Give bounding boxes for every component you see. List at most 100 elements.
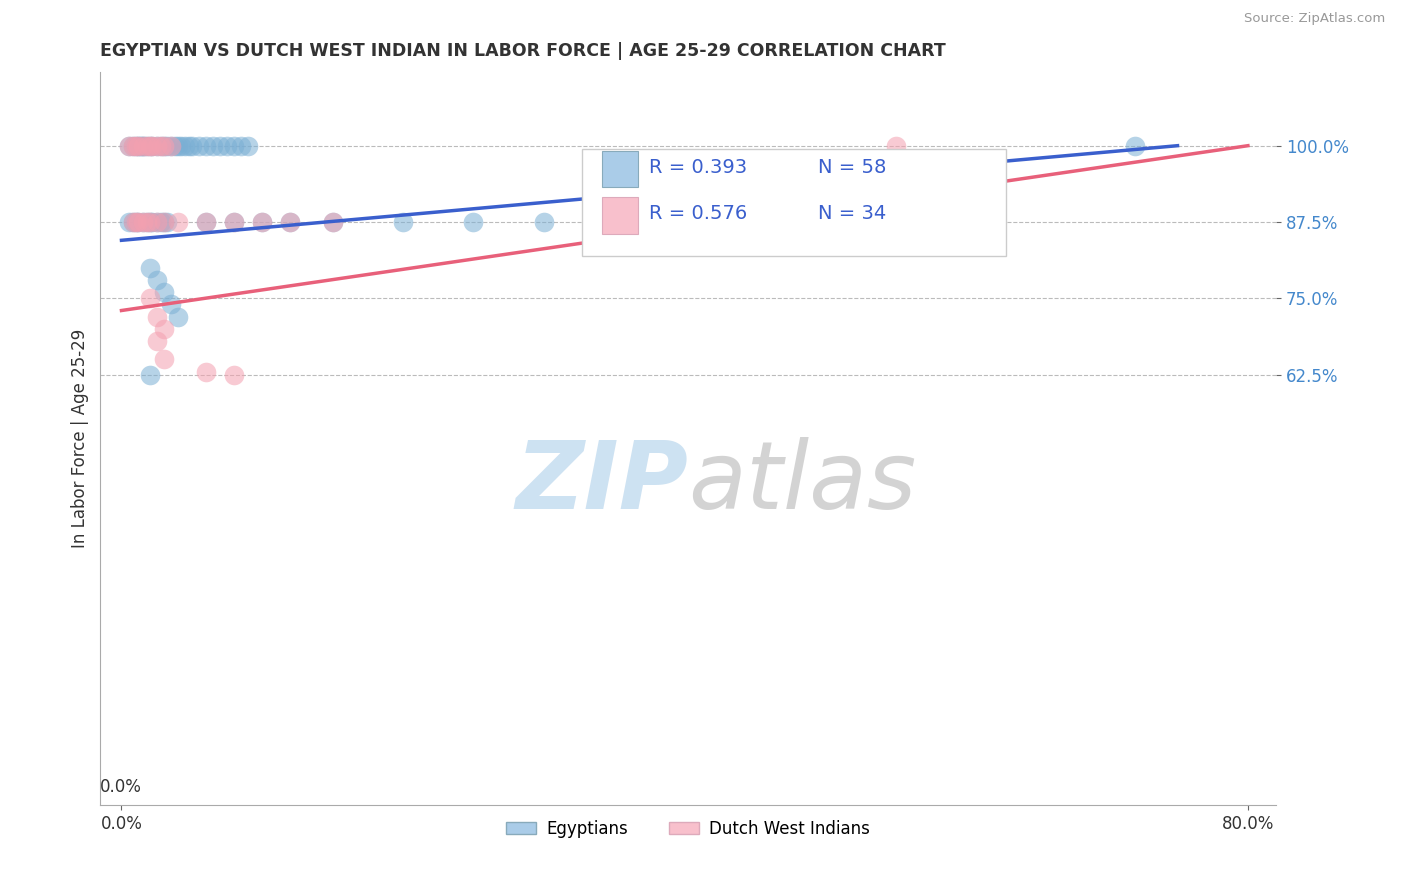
Point — [121, 138, 143, 153]
Point — [224, 215, 246, 229]
Point — [131, 215, 153, 229]
Point — [138, 291, 160, 305]
Point — [145, 273, 167, 287]
Point — [145, 215, 167, 229]
Point — [145, 310, 167, 324]
Point — [280, 215, 302, 229]
Point — [152, 322, 174, 336]
Point — [121, 215, 143, 229]
Point — [187, 138, 209, 153]
Point — [252, 215, 274, 229]
FancyBboxPatch shape — [602, 197, 638, 234]
Point — [163, 138, 186, 153]
Point — [138, 368, 160, 382]
Text: R = 0.576: R = 0.576 — [650, 204, 748, 223]
Point — [141, 138, 163, 153]
FancyBboxPatch shape — [582, 149, 1005, 256]
Point — [155, 138, 177, 153]
Point — [149, 215, 172, 229]
Point — [127, 138, 149, 153]
Point — [128, 138, 150, 153]
Text: N = 34: N = 34 — [817, 204, 886, 223]
Point — [149, 138, 172, 153]
Point — [138, 215, 160, 229]
FancyBboxPatch shape — [602, 151, 638, 187]
Point — [152, 138, 174, 153]
Point — [177, 138, 200, 153]
Point — [132, 138, 155, 153]
Point — [180, 138, 202, 153]
Point — [124, 215, 146, 229]
Point — [127, 215, 149, 229]
Point — [131, 138, 153, 153]
Point — [224, 138, 246, 153]
Point — [217, 138, 239, 153]
Point — [208, 138, 231, 153]
Point — [392, 215, 415, 229]
Point — [603, 215, 626, 229]
Y-axis label: In Labor Force | Age 25-29: In Labor Force | Age 25-29 — [72, 329, 89, 549]
Point — [252, 215, 274, 229]
Point — [152, 215, 174, 229]
Text: Source: ZipAtlas.com: Source: ZipAtlas.com — [1244, 12, 1385, 25]
Point — [224, 368, 246, 382]
Point — [145, 138, 167, 153]
Point — [463, 215, 485, 229]
Text: N = 58: N = 58 — [817, 158, 886, 178]
Point — [135, 138, 157, 153]
Text: R = 0.393: R = 0.393 — [650, 158, 748, 178]
Point — [138, 138, 160, 153]
Point — [166, 310, 188, 324]
Point — [322, 215, 344, 229]
Point — [166, 138, 188, 153]
Point — [131, 215, 153, 229]
Point — [1123, 138, 1146, 153]
Point — [131, 138, 153, 153]
Text: 0.0%: 0.0% — [100, 778, 142, 796]
Point — [138, 138, 160, 153]
Point — [124, 138, 146, 153]
Point — [117, 138, 139, 153]
Point — [280, 215, 302, 229]
Point — [159, 138, 181, 153]
Text: ZIP: ZIP — [516, 437, 688, 529]
Text: atlas: atlas — [688, 437, 917, 528]
Point — [884, 138, 907, 153]
Point — [135, 138, 157, 153]
Point — [194, 215, 217, 229]
Point — [155, 215, 177, 229]
Point — [124, 215, 146, 229]
Point — [138, 215, 160, 229]
Point — [138, 260, 160, 275]
Point — [129, 138, 152, 153]
Point — [145, 138, 167, 153]
Point — [194, 138, 217, 153]
Point — [194, 215, 217, 229]
Point — [141, 138, 163, 153]
Point — [121, 215, 143, 229]
Point — [224, 215, 246, 229]
Point — [145, 215, 167, 229]
Point — [201, 138, 224, 153]
Point — [173, 138, 195, 153]
Point — [169, 138, 191, 153]
Point — [152, 352, 174, 367]
Point — [141, 215, 163, 229]
Point — [159, 138, 181, 153]
Point — [152, 285, 174, 300]
Point — [166, 215, 188, 229]
Point — [152, 138, 174, 153]
Point — [145, 334, 167, 348]
Point — [238, 138, 260, 153]
Point — [231, 138, 253, 153]
Text: EGYPTIAN VS DUTCH WEST INDIAN IN LABOR FORCE | AGE 25-29 CORRELATION CHART: EGYPTIAN VS DUTCH WEST INDIAN IN LABOR F… — [100, 42, 946, 60]
Point — [533, 215, 555, 229]
Point — [149, 138, 172, 153]
Point — [117, 215, 139, 229]
Point — [322, 215, 344, 229]
Point — [135, 215, 157, 229]
Point — [124, 138, 146, 153]
Point — [127, 215, 149, 229]
Point — [127, 138, 149, 153]
Point — [152, 215, 174, 229]
